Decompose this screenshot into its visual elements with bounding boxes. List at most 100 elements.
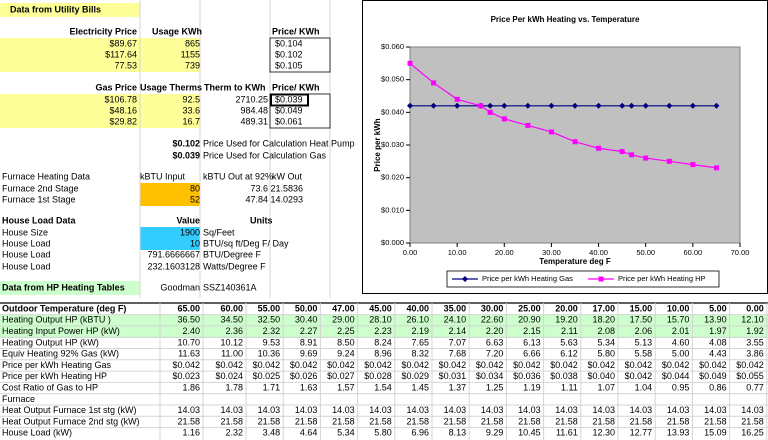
cell: Price per kWh Heating HP (2, 371, 107, 381)
cell: 8.50 (337, 337, 355, 347)
cell: 2.32 (263, 326, 281, 336)
cell: $0.042 (625, 371, 653, 381)
cell-fill (0, 3, 140, 17)
cell: $29.82 (109, 116, 137, 126)
column-header: Units (250, 215, 273, 225)
cell-fill (0, 315, 768, 338)
cell: 2.25 (337, 326, 355, 336)
cell: 739 (185, 60, 200, 70)
cell: 17.50 (630, 315, 653, 325)
cell: Price Used for Calculation Heat Pump (203, 138, 355, 148)
cell: $0.042 (290, 360, 318, 370)
cell: 13.93 (667, 428, 690, 438)
cell: 14.03 (630, 405, 653, 415)
cell: House Load (kW) (2, 428, 72, 438)
cell: $0.104 (275, 38, 303, 48)
cell: 5.80 (374, 428, 392, 438)
cell: 7.20 (486, 349, 504, 359)
cell: Heating Output HP (kBTU ) (2, 315, 111, 325)
cell: $0.034 (476, 371, 504, 381)
cell: Data from HP Heating Tables (2, 282, 125, 292)
cell: $89.67 (109, 38, 137, 48)
cell: 14.03 (444, 405, 467, 415)
column-header: kBTU Out at 92% (203, 171, 273, 181)
cell: 2.08 (597, 326, 615, 336)
column-header: kBTU Input (140, 171, 186, 181)
cell: Heat Output Furnace 1st stg (kW) (2, 405, 137, 415)
cell: 21.58 (555, 416, 578, 426)
cell: 52 (190, 194, 200, 204)
cell: 984.48 (240, 105, 268, 115)
cell: 7.65 (411, 337, 429, 347)
cell: 12.77 (630, 428, 653, 438)
cell: 21.58 (481, 416, 504, 426)
cell: 10.70 (177, 337, 200, 347)
legend-label: Price per kWh Heating Gas (482, 274, 573, 283)
cell: 0.86 (709, 382, 727, 392)
cell: 21.58 (592, 416, 615, 426)
cell: 1.97 (709, 326, 727, 336)
cell: 5.58 (635, 349, 653, 359)
cell: 47.84 (245, 194, 268, 204)
cell: Heating Output HP (kW) (2, 337, 99, 347)
cell: $0.042 (476, 360, 504, 370)
cell: $0.040 (587, 371, 615, 381)
cell: 1.11 (561, 382, 578, 392)
data-point (572, 102, 578, 109)
cell: 6.12 (560, 349, 578, 359)
cell: 14.03 (592, 405, 615, 415)
x-axis-label: Temperature deg F (539, 257, 611, 266)
column-header: kW Out (272, 171, 303, 181)
cell: 12.10 (741, 315, 764, 325)
cell-fill (140, 183, 200, 206)
data-point (595, 102, 602, 109)
data-point (629, 152, 635, 158)
cell: 1155 (181, 49, 200, 59)
cell: 1.63 (300, 382, 318, 392)
cell: 2.23 (374, 326, 392, 336)
cell: 77.53 (114, 60, 137, 70)
cell: 21.58 (295, 416, 318, 426)
cell: 33.6 (182, 105, 200, 115)
cell: 2.36 (225, 326, 243, 336)
cell: $0.029 (401, 371, 429, 381)
column-header: Usage Therms (140, 82, 202, 92)
cell: 11.63 (178, 349, 200, 359)
column-header: 5.00 (709, 303, 727, 313)
cell: $0.061 (275, 116, 303, 126)
y-axis-label: Price per kWh (373, 118, 382, 171)
cell-fill (140, 227, 200, 250)
cell: Sq/Feet (203, 227, 235, 237)
cell-fill (0, 94, 200, 128)
data-point (548, 129, 554, 135)
column-header: Therm to KWh (204, 82, 266, 92)
column-header: Usage KWh (152, 26, 202, 36)
cell: 8.32 (411, 349, 429, 359)
cell: 1.25 (486, 382, 504, 392)
data-point (524, 102, 531, 109)
cell: $0.042 (736, 360, 764, 370)
cell: 2.20 (486, 326, 504, 336)
cell: $0.049 (275, 105, 303, 115)
column-header: Outdoor Temperature (deg F) (2, 303, 126, 313)
cell: 865 (185, 38, 200, 48)
cell: 22.60 (481, 315, 504, 325)
data-point (643, 155, 649, 161)
cell: 1.71 (263, 382, 281, 392)
cell: 8.91 (300, 337, 318, 347)
cell: $48.16 (109, 105, 137, 115)
column-header: 50.00 (295, 303, 318, 313)
cell: 14.03 (704, 405, 727, 415)
column-header: 60.00 (220, 303, 243, 313)
cell: $0.039 (172, 150, 200, 160)
cell: $0.036 (513, 371, 541, 381)
cell: 20.90 (518, 315, 541, 325)
data-point (487, 102, 494, 109)
cell: 5.34 (337, 428, 355, 438)
cell: $0.042 (587, 360, 615, 370)
cell: 1.07 (597, 382, 615, 392)
data-point (619, 149, 625, 155)
cell: 1900 (180, 227, 200, 237)
cell: 9.29 (486, 428, 504, 438)
cell: 5.13 (635, 337, 653, 347)
